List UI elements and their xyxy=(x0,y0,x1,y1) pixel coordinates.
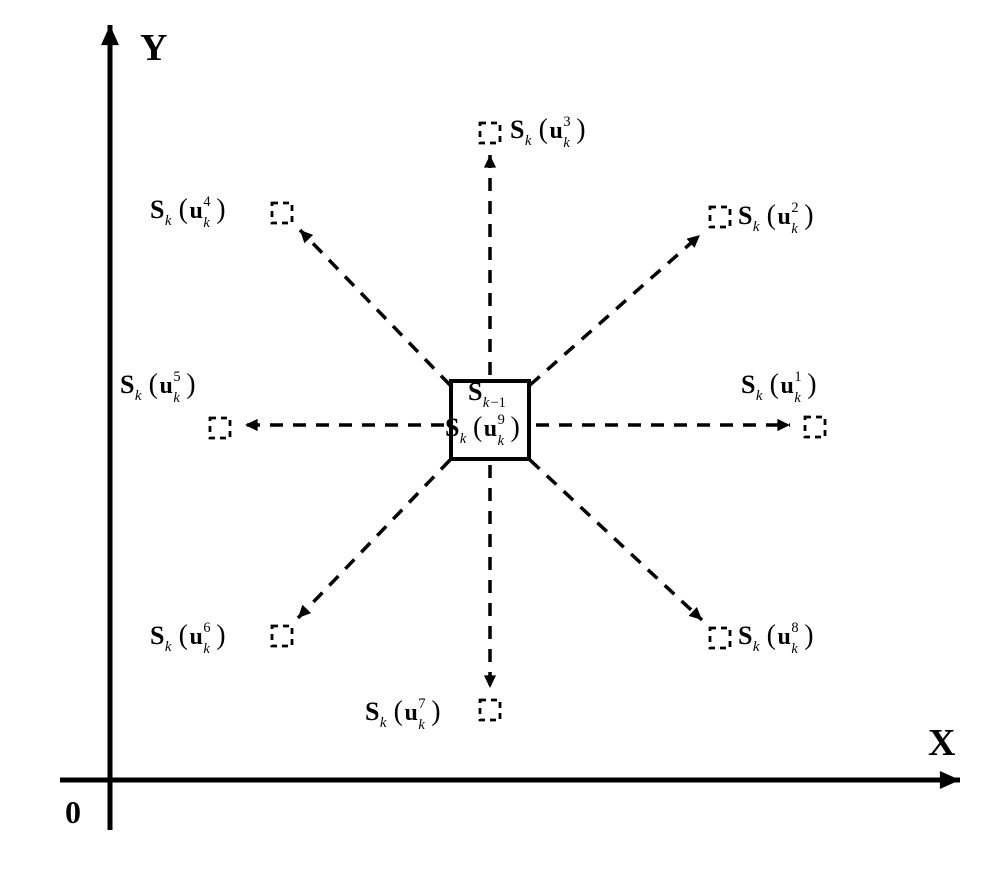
svg-text:k: k xyxy=(791,221,798,237)
svg-text:X: X xyxy=(928,722,955,764)
svg-text:k: k xyxy=(203,641,210,657)
svg-text:): ) xyxy=(186,369,195,400)
svg-text:(: ( xyxy=(179,194,188,225)
svg-text:S: S xyxy=(741,370,755,399)
svg-text:S: S xyxy=(738,201,752,230)
svg-text:k: k xyxy=(756,388,763,404)
svg-text:S: S xyxy=(150,621,164,650)
svg-text:k: k xyxy=(165,213,172,229)
svg-text:0: 0 xyxy=(65,794,81,830)
svg-text:S: S xyxy=(468,377,482,406)
svg-text:u: u xyxy=(404,700,417,726)
svg-text:S: S xyxy=(120,370,134,399)
svg-text:u: u xyxy=(777,204,790,230)
svg-text:u: u xyxy=(780,373,793,399)
svg-text:k: k xyxy=(418,717,425,733)
svg-text:S: S xyxy=(510,115,524,144)
svg-text:(: ( xyxy=(767,620,776,651)
svg-text:2: 2 xyxy=(791,200,798,216)
svg-text:u: u xyxy=(484,416,497,442)
svg-text:k: k xyxy=(791,641,798,657)
svg-text:k: k xyxy=(794,390,801,406)
svg-text:9: 9 xyxy=(498,412,505,428)
svg-text:(: ( xyxy=(473,412,482,443)
state-transition-diagram: XY0Sk(u1k)Sk(u2k)Sk(u3k)Sk(u4k)Sk(u5k)Sk… xyxy=(0,0,1000,875)
svg-text:Y: Y xyxy=(140,27,167,69)
svg-text:): ) xyxy=(216,620,225,651)
svg-text:k: k xyxy=(135,388,142,404)
svg-text:(: ( xyxy=(394,696,403,727)
svg-text:k: k xyxy=(380,715,387,731)
svg-text:u: u xyxy=(159,373,172,399)
svg-text:1: 1 xyxy=(794,369,801,385)
svg-text:k: k xyxy=(498,433,505,449)
svg-text:k: k xyxy=(203,215,210,231)
svg-text:k: k xyxy=(525,133,532,149)
svg-text:): ) xyxy=(510,412,519,443)
svg-text:u: u xyxy=(549,118,562,144)
svg-text:(: ( xyxy=(539,114,548,145)
svg-text:−1: −1 xyxy=(491,395,506,411)
svg-text:5: 5 xyxy=(173,369,180,385)
svg-text:): ) xyxy=(216,194,225,225)
svg-text:3: 3 xyxy=(563,114,570,130)
svg-text:u: u xyxy=(777,624,790,650)
svg-text:S: S xyxy=(445,413,459,442)
svg-text:): ) xyxy=(804,200,813,231)
svg-text:S: S xyxy=(365,697,379,726)
svg-text:k: k xyxy=(460,431,467,447)
svg-text:k: k xyxy=(173,390,180,406)
axes-radial-diagram: XY0Sk(u1k)Sk(u2k)Sk(u3k)Sk(u4k)Sk(u5k)Sk… xyxy=(0,0,1000,875)
svg-text:k: k xyxy=(753,639,760,655)
svg-text:k: k xyxy=(753,219,760,235)
svg-text:(: ( xyxy=(770,369,779,400)
svg-text:k: k xyxy=(165,639,172,655)
svg-text:7: 7 xyxy=(418,696,425,712)
svg-text:(: ( xyxy=(767,200,776,231)
svg-text:): ) xyxy=(804,620,813,651)
svg-text:(: ( xyxy=(179,620,188,651)
svg-text:(: ( xyxy=(149,369,158,400)
svg-text:u: u xyxy=(189,624,202,650)
svg-text:S: S xyxy=(150,195,164,224)
svg-text:k: k xyxy=(563,135,570,151)
svg-text:): ) xyxy=(807,369,816,400)
svg-text:4: 4 xyxy=(203,194,210,210)
svg-text:): ) xyxy=(576,114,585,145)
svg-text:S: S xyxy=(738,621,752,650)
svg-text:u: u xyxy=(189,198,202,224)
svg-text:): ) xyxy=(431,696,440,727)
svg-text:6: 6 xyxy=(203,620,210,636)
svg-text:8: 8 xyxy=(791,620,798,636)
svg-text:k: k xyxy=(483,395,490,411)
